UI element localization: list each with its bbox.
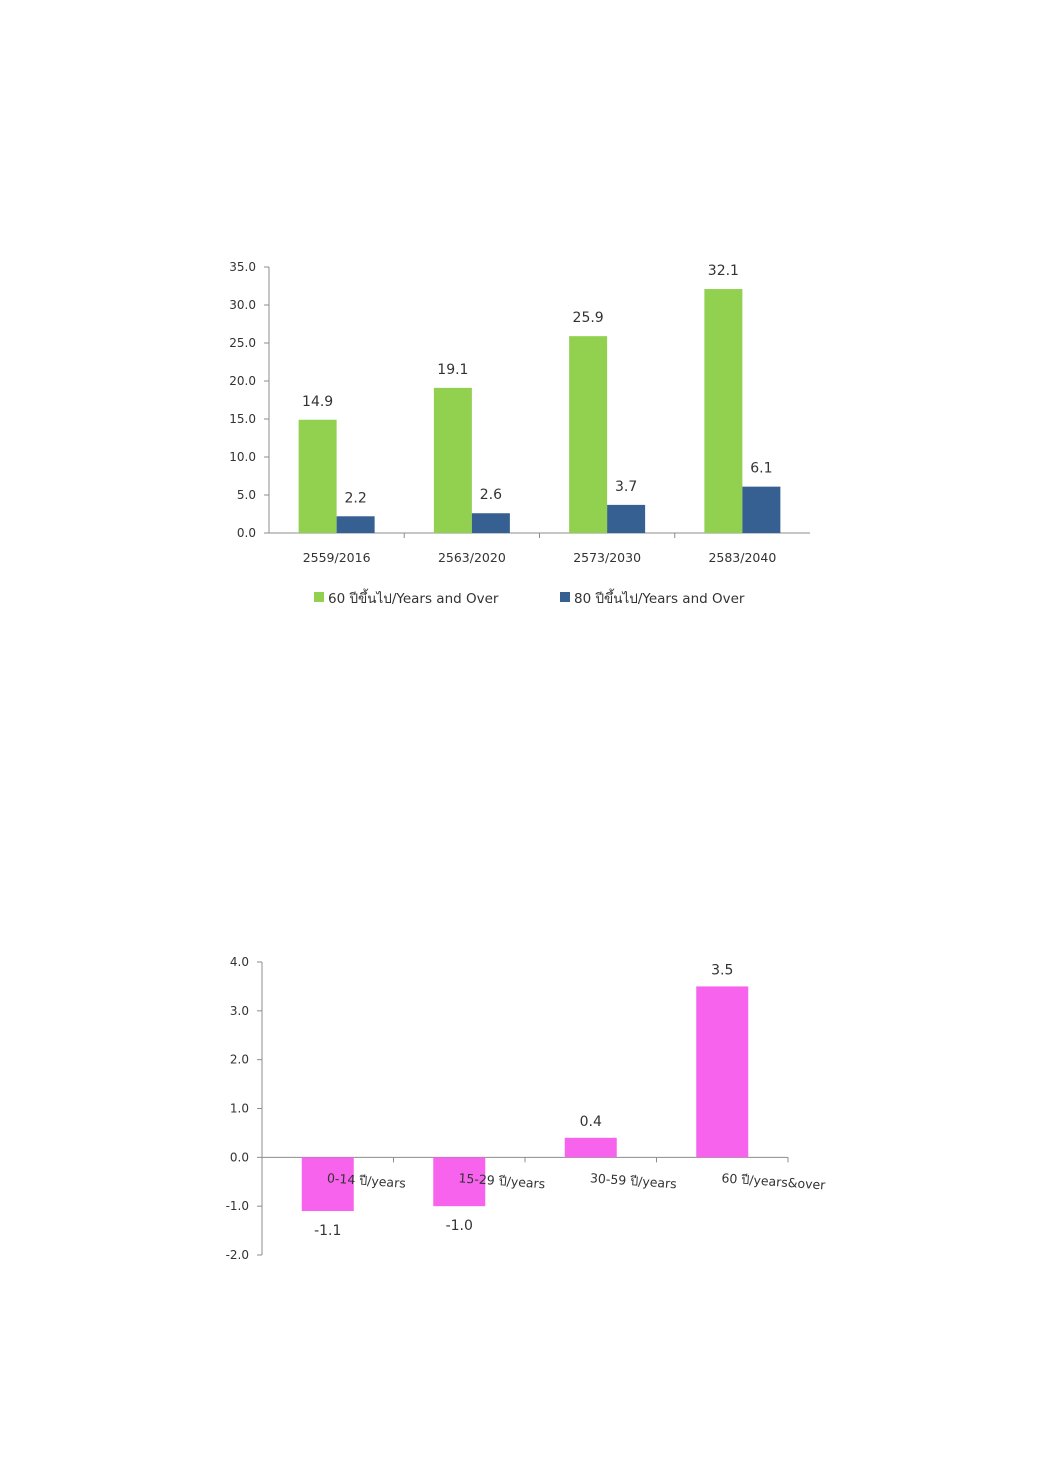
chart1-legend-swatch [314, 592, 324, 602]
chart1-data-label: 32.1 [708, 263, 739, 279]
chart2-bar [696, 986, 749, 1158]
chart2-y-tick-label: 0.0 [230, 1150, 249, 1164]
chart1-bar-80-plus [471, 513, 510, 533]
chart1-bar-80-plus [607, 504, 646, 533]
chart2-y-tick-label: 2.0 [230, 1053, 249, 1067]
chart1-data-label: 25.9 [573, 310, 604, 326]
chart1-category-label: 2559/2016 [303, 550, 371, 565]
chart1-y-tick-label: 25.0 [229, 336, 256, 350]
chart1-y-tick-label: 5.0 [237, 488, 256, 502]
chart1-bar-80-plus [336, 516, 375, 533]
chart1-data-label: 2.6 [480, 487, 502, 503]
chart1-data-label: 14.9 [302, 394, 333, 410]
chart1-y-tick-label: 35.0 [229, 260, 256, 274]
chart2-data-label: -1.1 [314, 1223, 341, 1239]
chart1-bar-60-plus [704, 289, 743, 533]
chart1-y-tick-label: 30.0 [229, 298, 256, 312]
chart2-bar [433, 1157, 486, 1207]
chart1-legend-swatch [560, 592, 570, 602]
chart2-bar [564, 1137, 617, 1158]
chart1-bar-60-plus [569, 336, 608, 533]
chart1-category-label: 2563/2020 [438, 550, 506, 565]
chart2-data-label: 0.4 [580, 1114, 602, 1130]
chart2-bar [301, 1157, 354, 1212]
chart1-data-label: 2.2 [344, 490, 366, 506]
chart1-bar-60-plus [433, 387, 472, 533]
chart1-legend-label: 60 ปีขึ้นไป/Years and Over [328, 588, 499, 607]
chart1-category-label: 2573/2030 [573, 550, 641, 565]
chart1-bar-80-plus [742, 486, 781, 533]
chart2-y-tick-label: -1.0 [226, 1199, 249, 1213]
chart2-category-label: 15-29 ปี/years [458, 1170, 546, 1191]
chart1-y-tick-label: 15.0 [229, 412, 256, 426]
chart2-y-tick-label: 3.0 [230, 1004, 249, 1018]
chart2-y-tick-label: 1.0 [230, 1102, 249, 1116]
chart2-category-label: 60 ปี/years&over [721, 1170, 827, 1192]
chart1-category-label: 2583/2040 [708, 550, 776, 565]
chart1-data-label: 6.1 [750, 461, 772, 477]
chart2-data-label: -1.0 [446, 1218, 473, 1234]
chart2-y-tick-label: 4.0 [230, 955, 249, 969]
chart1-data-label: 19.1 [437, 362, 468, 378]
chart2-category-label: 0-14 ปี/years [327, 1170, 407, 1190]
chart2-y-tick-label: -2.0 [226, 1248, 249, 1262]
chart1-bar-60-plus [298, 419, 337, 533]
chart1-legend-label: 80 ปีขึ้นไป/Years and Over [574, 588, 745, 607]
chart1-data-label: 3.7 [615, 479, 637, 495]
chart1-y-tick-label: 0.0 [237, 526, 256, 540]
chart1-y-tick-label: 20.0 [229, 374, 256, 388]
chart2-data-label: 3.5 [711, 962, 733, 978]
chart2-category-label: 30-59 ปี/years [590, 1170, 678, 1191]
chart1-y-tick-label: 10.0 [229, 450, 256, 464]
